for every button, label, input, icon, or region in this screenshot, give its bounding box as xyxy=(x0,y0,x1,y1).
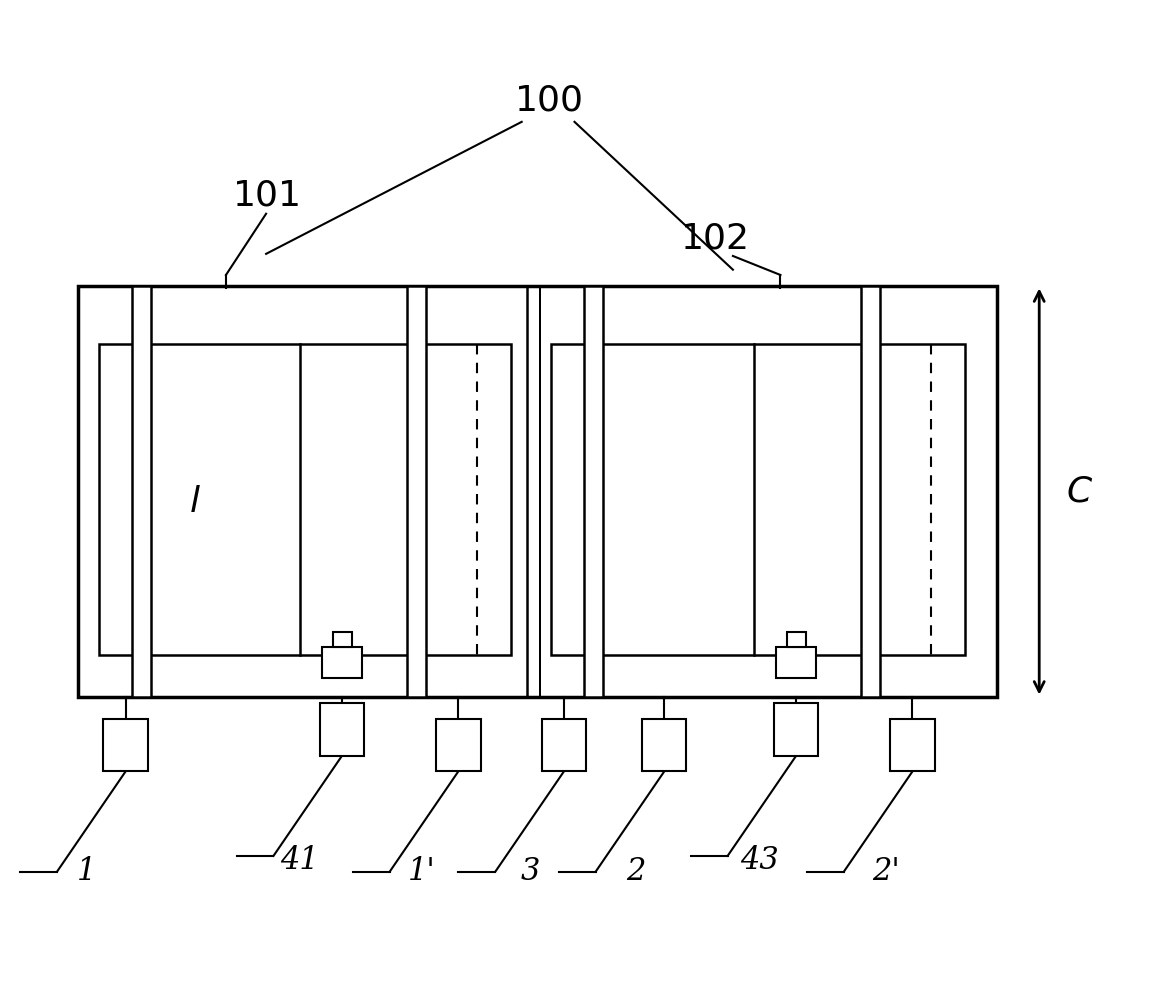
Bar xyxy=(777,647,816,678)
Bar xyxy=(552,344,965,656)
Bar xyxy=(890,719,934,772)
Text: 2: 2 xyxy=(626,856,646,887)
Bar xyxy=(787,632,805,647)
Bar xyxy=(319,703,364,756)
Text: 1: 1 xyxy=(77,856,97,887)
Text: $102$: $102$ xyxy=(680,221,748,255)
Bar xyxy=(407,285,425,698)
Bar xyxy=(78,285,997,698)
Text: $100$: $100$ xyxy=(514,84,583,118)
Text: $l$: $l$ xyxy=(188,485,201,519)
Text: 3: 3 xyxy=(520,856,540,887)
Bar xyxy=(333,632,352,647)
Bar xyxy=(542,719,586,772)
Bar xyxy=(437,719,480,772)
Text: 2': 2' xyxy=(872,856,900,887)
Bar xyxy=(99,344,511,656)
Bar xyxy=(642,719,686,772)
Text: 43: 43 xyxy=(740,845,779,876)
Text: 1': 1' xyxy=(408,856,435,887)
Text: $101$: $101$ xyxy=(232,179,300,212)
Bar xyxy=(774,703,818,756)
Bar xyxy=(584,285,603,698)
Text: 41: 41 xyxy=(280,845,319,876)
Bar xyxy=(103,719,148,772)
Text: $C$: $C$ xyxy=(1065,475,1093,508)
Bar xyxy=(132,285,151,698)
Bar xyxy=(322,647,362,678)
Bar xyxy=(861,285,880,698)
